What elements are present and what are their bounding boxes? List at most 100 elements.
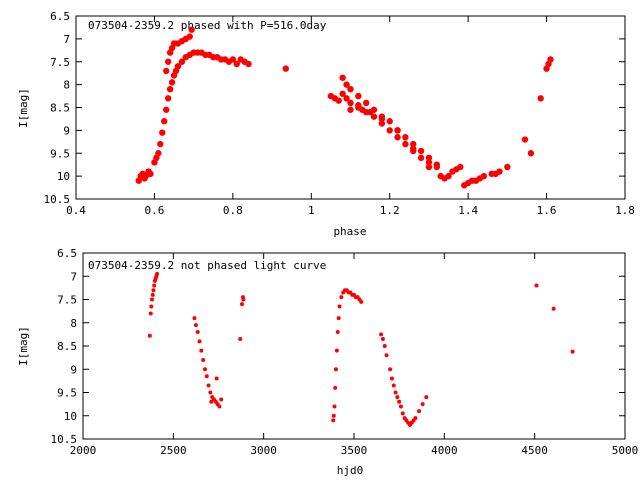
x-tick-label: 2500	[160, 444, 187, 457]
x-tick-label: 1	[308, 204, 315, 217]
data-point	[337, 304, 342, 309]
data-point	[410, 145, 417, 152]
data-point	[480, 172, 488, 180]
data-point	[335, 330, 340, 335]
data-point	[151, 288, 156, 293]
x-axis-label: hjd0	[337, 464, 364, 477]
y-tick-label: 7.5	[50, 56, 70, 69]
y-tick-label: 6.5	[57, 247, 77, 260]
data-point	[398, 404, 403, 409]
data-point	[424, 395, 429, 400]
data-point	[393, 390, 398, 395]
x-tick-label: 0.6	[144, 204, 164, 217]
x-tick-label: 1.4	[458, 204, 478, 217]
x-tick-label: 3500	[341, 444, 368, 457]
x-axis-label: phase	[333, 225, 366, 238]
data-point	[339, 74, 346, 81]
data-point	[239, 302, 244, 307]
data-point	[420, 402, 425, 407]
data-points	[135, 26, 554, 189]
data-point	[178, 58, 186, 65]
x-tick-group: 2000 2500 3000 3500 4000 4500 5000	[70, 253, 639, 457]
data-point	[425, 159, 433, 166]
data-point	[334, 348, 339, 353]
data-point	[159, 129, 166, 136]
data-point	[282, 65, 289, 72]
x-tick-label: 4500	[521, 444, 548, 457]
y-tick-label: 8	[70, 317, 77, 330]
data-point	[245, 60, 252, 68]
data-point	[394, 127, 401, 134]
data-point	[150, 292, 155, 297]
y-axis-label: I[mag]	[17, 326, 30, 366]
data-point	[202, 367, 207, 372]
data-point	[217, 404, 222, 409]
data-point	[162, 106, 170, 113]
data-point	[527, 150, 535, 157]
data-point	[201, 357, 206, 362]
y-tick-group: 6.5 7 7.5 8 8.5 9 9.5 10 10.5	[44, 10, 625, 206]
data-point	[208, 390, 213, 395]
data-point	[457, 163, 464, 171]
data-point	[386, 118, 393, 125]
y-tick-label: 7.5	[57, 294, 77, 307]
data-point	[417, 154, 425, 162]
data-point	[168, 79, 176, 86]
data-point	[161, 118, 168, 125]
data-point	[155, 271, 160, 276]
data-point	[537, 95, 544, 102]
data-point	[547, 56, 554, 63]
y-tick-label: 10	[64, 410, 77, 423]
data-point	[192, 316, 197, 321]
data-point	[204, 374, 209, 379]
data-point	[400, 411, 405, 416]
x-tick-label: 1.6	[537, 204, 557, 217]
data-point	[355, 102, 362, 109]
data-point	[379, 332, 384, 337]
y-tick-label: 10.5	[51, 433, 78, 446]
data-point	[389, 376, 394, 381]
y-tick-label: 9	[70, 363, 77, 376]
data-point	[402, 134, 409, 141]
data-point	[193, 323, 198, 328]
data-point	[359, 106, 366, 113]
data-point	[355, 92, 362, 100]
data-point	[370, 113, 378, 120]
y-axis-label: I[mag]	[17, 88, 30, 128]
chart-title: 073504-2359.2 phased with P=516.0day	[88, 19, 327, 32]
y-tick-label: 10	[57, 170, 70, 183]
y-tick-label: 7	[63, 33, 70, 46]
y-tick-label: 9.5	[50, 147, 70, 160]
data-point	[148, 311, 153, 316]
data-point	[147, 170, 154, 178]
data-point	[166, 86, 174, 93]
data-point	[397, 399, 402, 404]
data-point	[147, 333, 152, 338]
data-point	[521, 136, 529, 143]
x-tick-label: 1.8	[615, 204, 635, 217]
data-point	[333, 385, 338, 390]
data-point	[333, 367, 338, 372]
data-point	[209, 399, 214, 404]
y-tick-label: 10.5	[44, 193, 71, 206]
x-tick-label: 5000	[612, 444, 639, 457]
data-point	[229, 56, 237, 63]
data-point	[336, 316, 341, 321]
unphased-light-curve-chart: 073504-2359.2 not phased light curve hjd…	[17, 247, 638, 477]
data-point	[395, 395, 400, 400]
data-point	[188, 26, 195, 33]
data-point	[413, 416, 418, 421]
data-point	[417, 147, 425, 155]
y-tick-label: 9.5	[57, 387, 77, 400]
data-point	[199, 348, 204, 353]
chart-title: 073504-2359.2 not phased light curve	[88, 259, 326, 272]
data-point	[157, 140, 164, 148]
y-tick-label: 8	[63, 79, 70, 92]
data-point	[378, 115, 386, 123]
data-point	[347, 106, 354, 113]
data-point	[386, 127, 393, 134]
data-point	[197, 339, 202, 344]
data-points	[147, 271, 575, 428]
data-point	[388, 367, 393, 372]
data-point	[331, 418, 336, 423]
